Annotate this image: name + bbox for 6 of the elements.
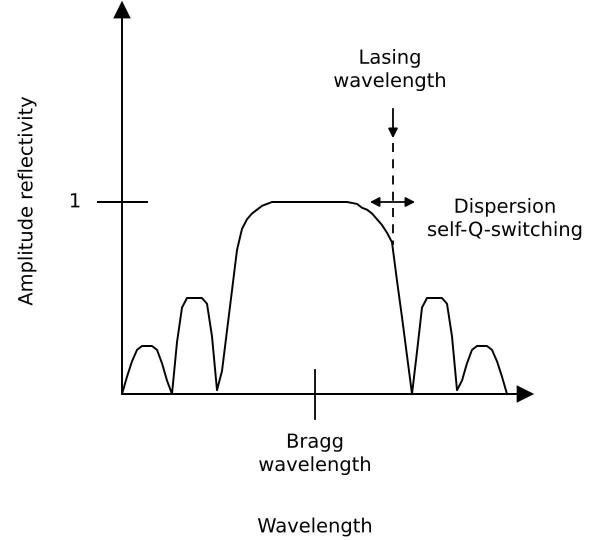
- annotation: Dispersion self-Q-switching: [428, 198, 582, 240]
- text: Bragg wavelength: [259, 434, 370, 476]
- y-axis-title: Amplitude reflectivity: [18, 96, 36, 306]
- text: Wavelength: [258, 518, 372, 536]
- text: Lasing wavelength: [334, 48, 445, 92]
- text: 1: [70, 193, 80, 208]
